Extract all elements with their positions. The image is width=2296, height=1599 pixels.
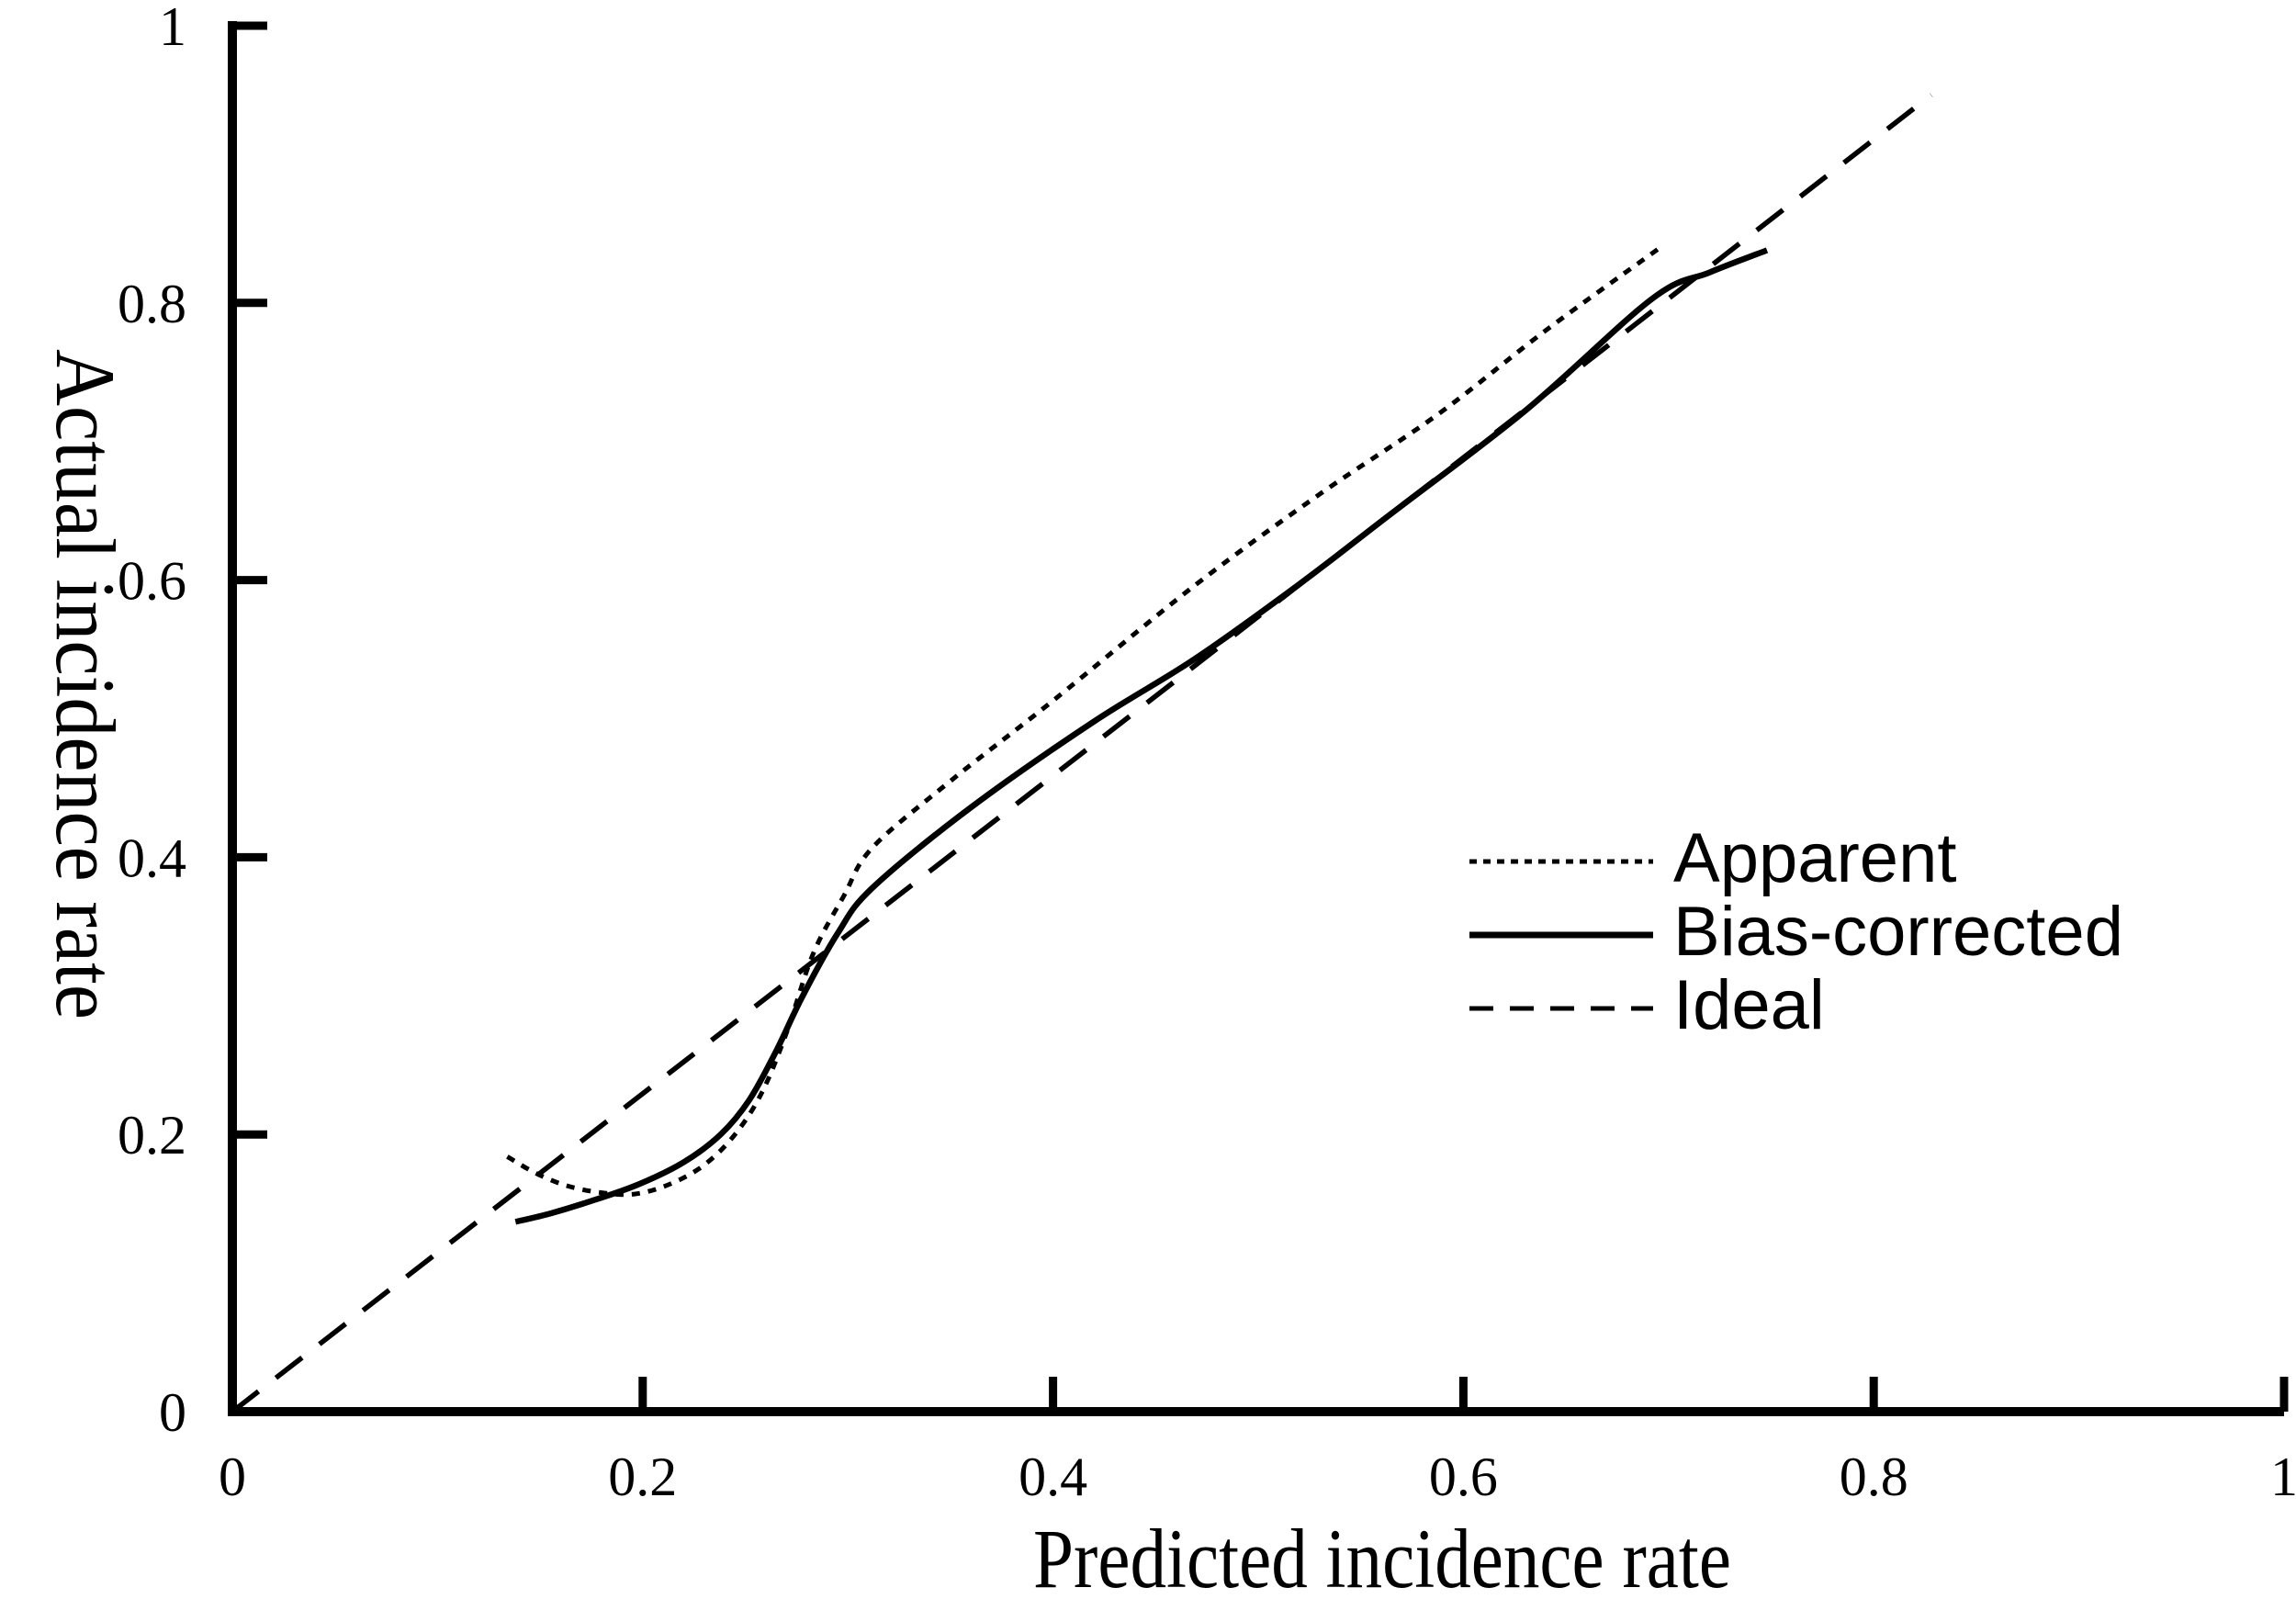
x-tick-label: 0.8 [1840, 1447, 1908, 1507]
legend-label-bias-corrected: Bias-corrected [1673, 893, 2123, 971]
x-tick-label: 0.2 [608, 1447, 677, 1507]
legend: Apparent Bias-corrected Ideal [1469, 819, 2123, 1044]
x-tick-label: 0.6 [1429, 1447, 1498, 1507]
x-tick-label: 0.4 [1019, 1447, 1087, 1507]
y-tick-label: 1 [159, 0, 186, 57]
axis-tick-labels: 0 0.2 0.4 0.6 0.8 1 0 0.2 0.4 0.6 0.8 1 [118, 0, 2296, 1507]
x-tick-label: 0 [219, 1447, 246, 1507]
y-tick-label: 0.6 [118, 551, 186, 612]
y-tick-label: 0.2 [118, 1105, 186, 1165]
axis-lines [228, 21, 2284, 1416]
axis-ticks [232, 21, 2289, 1412]
data-curves [231, 93, 1933, 1414]
curve-bias-corrected [514, 247, 1769, 1225]
y-axis-title: Actual incidence rate [39, 349, 132, 1019]
x-tick-label: 1 [2270, 1447, 2296, 1507]
curve-ideal [231, 93, 1933, 1414]
legend-label-apparent: Apparent [1673, 819, 1956, 897]
x-axis-title: Predicted incidence rate [1033, 1512, 1731, 1599]
y-tick-label: 0.8 [118, 274, 186, 334]
y-tick-label: 0 [159, 1382, 186, 1443]
y-tick-label: 0.4 [118, 828, 186, 888]
legend-label-ideal: Ideal [1673, 966, 1825, 1044]
curve-apparent [506, 245, 1662, 1198]
